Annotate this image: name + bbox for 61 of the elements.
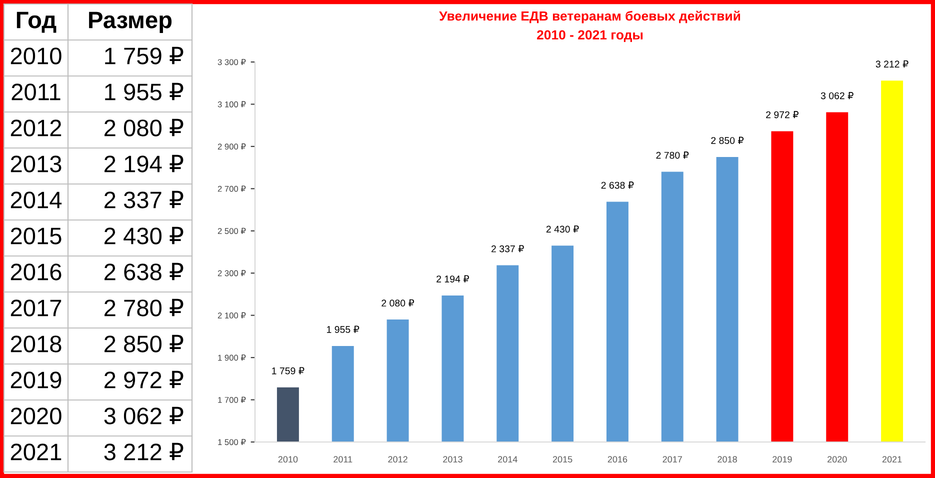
- text: 1 759 ₽: [105, 46, 184, 64]
- y-tick-label: 2 900 ₽: [218, 143, 246, 150]
- chart-subtitle: 2010 - 2021 годы: [536, 30, 643, 42]
- text: 2 780 ₽: [104, 298, 184, 316]
- x-tick-label: 2018: [718, 456, 737, 463]
- x-tick-label: 2016: [608, 456, 628, 463]
- text: 2 972 ₽: [104, 370, 184, 388]
- data-label: 2 780 ₽: [656, 152, 689, 159]
- text: 1 955 ₽: [105, 82, 184, 100]
- y-tick-label: 1 900 ₽: [218, 354, 246, 361]
- category-label: 2016: [10, 264, 62, 280]
- x-tick-label: 2020: [828, 456, 847, 463]
- category-label: 2020: [10, 408, 62, 424]
- data-label: 2 080 ₽: [382, 299, 414, 307]
- data-label: 2 638 ₽: [601, 182, 634, 189]
- category-label: 2015: [10, 228, 62, 244]
- category-label: 2012: [10, 120, 62, 136]
- category-label: 2013: [10, 156, 62, 172]
- text: 2 850 ₽: [104, 334, 184, 352]
- x-tick-label: 2013: [443, 456, 462, 463]
- data-label: 3 212 ₽: [876, 60, 908, 68]
- x-tick-label: 2015: [552, 456, 572, 463]
- text: 2 194 ₽: [104, 154, 184, 172]
- text: Год: [16, 12, 56, 33]
- data-label: 2 972 ₽: [766, 111, 798, 118]
- data-label: 1 759 ₽: [272, 367, 304, 374]
- text: 3 212 ₽: [104, 442, 184, 460]
- text: 2 638 ₽: [104, 262, 184, 280]
- x-tick-label: 2017: [662, 456, 682, 463]
- x-tick-label: 2012: [388, 456, 408, 463]
- y-tick-label: 2 500 ₽: [218, 228, 246, 234]
- y-tick-label: 1 700 ₽: [218, 396, 246, 403]
- data-label: 2 337 ₽: [492, 245, 524, 252]
- x-tick-label: 2019: [772, 456, 792, 463]
- y-tick-label: 2 100 ₽: [218, 312, 246, 318]
- text: 2 430 ₽: [104, 226, 184, 244]
- category-label: 2010: [10, 48, 62, 64]
- x-tick-label: 2011: [334, 456, 352, 463]
- x-tick-label: 2021: [882, 456, 902, 463]
- y-tick-label: 3 300 ₽: [218, 58, 246, 66]
- category-label: 2018: [10, 336, 62, 352]
- y-tick-label: 1 500 ₽: [218, 438, 246, 446]
- text: 3 062 ₽: [104, 406, 184, 424]
- data-label: 1 955 ₽: [327, 326, 360, 333]
- x-tick-label: 2010: [278, 456, 298, 463]
- text: 2 080 ₽: [104, 118, 184, 136]
- data-label: 2 194 ₽: [436, 275, 469, 282]
- y-tick-label: 3 100 ₽: [218, 101, 246, 108]
- x-tick-label: 2014: [498, 456, 518, 463]
- category-label: 2011: [12, 84, 60, 100]
- text: 2 337 ₽: [104, 190, 184, 208]
- data-label: 3 062 ₽: [820, 92, 854, 100]
- category-label: 2017: [10, 300, 62, 316]
- y-tick-label: 2 300 ₽: [218, 270, 246, 276]
- chart-title: Увеличение ЕДВ ветеранам боевых действий: [439, 10, 740, 24]
- y-tick-label: 2 700 ₽: [218, 186, 246, 192]
- text: Размер: [89, 12, 172, 34]
- category-label: 2019: [10, 372, 62, 388]
- data-label: 2 430 ₽: [546, 225, 579, 233]
- category-label: 2014: [10, 192, 62, 208]
- data-label: 2 850 ₽: [711, 136, 744, 144]
